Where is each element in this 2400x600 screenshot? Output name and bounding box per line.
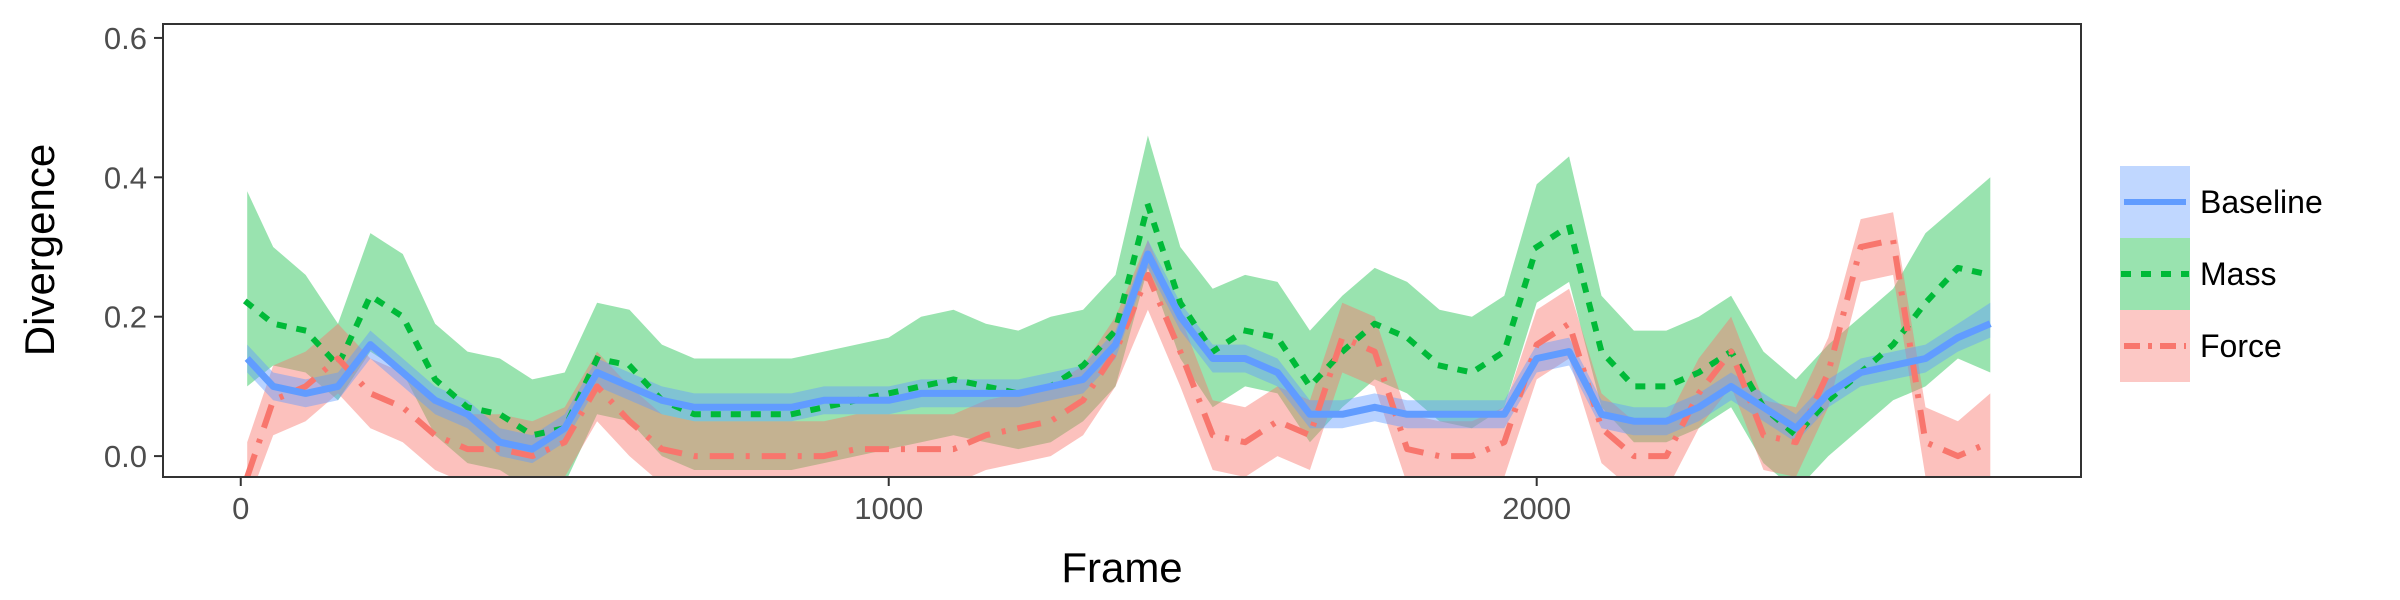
y-axis: 0.0 0.2 0.4 0.6: [104, 21, 163, 474]
y-tick-label: 0.0: [104, 439, 147, 474]
x-axis: 0 1000 2000: [232, 477, 1571, 526]
plot-border: [162, 23, 2082, 478]
baseline-series-line: [244, 250, 1992, 453]
legend-item-mass: Mass: [2120, 238, 2276, 310]
force-series-line: [244, 237, 1992, 477]
x-axis-title: Frame: [1061, 544, 1182, 591]
legend: Baseline Mass Force: [2120, 166, 2323, 382]
y-tick-label: 0.6: [104, 21, 147, 56]
legend-key-band: [2120, 238, 2190, 310]
mass-confidence-band: [247, 135, 1991, 477]
legend-item-baseline: Baseline: [2120, 166, 2323, 238]
legend-label-mass: Mass: [2200, 256, 2276, 292]
y-tick-label: 0.4: [104, 160, 147, 195]
x-tick-label: 2000: [1502, 491, 1571, 526]
mass-series-line: [242, 202, 1994, 439]
legend-label-force: Force: [2200, 328, 2282, 364]
legend-label-baseline: Baseline: [2200, 184, 2323, 220]
x-tick-label: 1000: [854, 491, 923, 526]
x-tick-label: 0: [232, 491, 249, 526]
legend-item-force: Force: [2120, 310, 2282, 382]
y-tick-label: 0.2: [104, 300, 147, 335]
y-axis-title: Divergence: [16, 144, 63, 356]
series-lines: [242, 202, 1994, 477]
